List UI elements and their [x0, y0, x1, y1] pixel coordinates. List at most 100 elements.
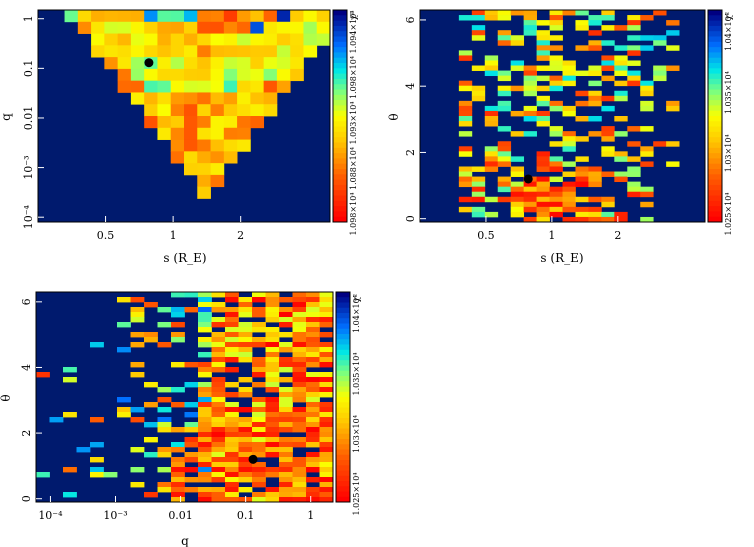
- heatmap-cell: [117, 57, 132, 70]
- heatmap-cell: [265, 492, 280, 498]
- heatmap-cell: [250, 57, 265, 70]
- heatmap-cell: [225, 407, 239, 413]
- heatmap-cell: [265, 402, 280, 408]
- heatmap-cell: [303, 10, 318, 23]
- heatmap-cell: [588, 80, 602, 87]
- heatmap-cell: [549, 105, 563, 112]
- colorbar-segment: [336, 407, 350, 414]
- heatmap-cell: [458, 116, 473, 122]
- heatmap-cell: [316, 10, 331, 23]
- heatmap-cell: [184, 362, 199, 368]
- heatmap-cell: [171, 482, 185, 488]
- colorbar-segment: [708, 68, 722, 75]
- heatmap-cell: [292, 312, 307, 318]
- heatmap-cell: [265, 312, 280, 318]
- heatmap-cell: [292, 332, 307, 338]
- heatmap-cell: [157, 21, 172, 34]
- heatmap-cell: [252, 447, 266, 453]
- heatmap-cell: [306, 417, 320, 423]
- plot-frame: [37, 9, 331, 223]
- heatmap-cell: [198, 327, 212, 333]
- heatmap-cell: [198, 492, 212, 498]
- heatmap-cell: [562, 146, 576, 152]
- heatmap-cell: [292, 377, 307, 383]
- colorbar-tick-label: 1.03×10⁴: [724, 134, 733, 172]
- heatmap-cell: [614, 171, 628, 177]
- heatmap-cell: [198, 297, 212, 303]
- colorbar-segment: [336, 365, 350, 372]
- heatmap-cell: [614, 116, 628, 122]
- colorbar-segment: [333, 31, 347, 37]
- heatmap-cell: [198, 307, 212, 313]
- colorbar-segment: [708, 137, 722, 143]
- heatmap-cell: [319, 447, 334, 453]
- heatmap-cell: [319, 487, 334, 493]
- colorbar-segment: [336, 334, 350, 340]
- heatmap-cell: [225, 412, 239, 418]
- colorbar-segment: [333, 25, 347, 32]
- heatmap-cell: [225, 427, 239, 433]
- heatmap-cell: [497, 141, 512, 147]
- heatmap-cell: [265, 452, 280, 458]
- heatmap-cell: [265, 317, 280, 323]
- heatmap-cell: [306, 457, 320, 463]
- heatmap-cell: [627, 60, 641, 66]
- heatmap-cell: [601, 126, 615, 132]
- heatmap-cell: [601, 105, 615, 112]
- x-tick-label: 1: [307, 509, 314, 522]
- heatmap-cell: [497, 186, 512, 193]
- heatmap-cell: [536, 95, 550, 102]
- heatmap-cell: [588, 30, 602, 36]
- heatmap-cell: [237, 104, 251, 117]
- heatmap-cell: [252, 312, 266, 318]
- heatmap-cell: [157, 387, 172, 393]
- heatmap-cell: [144, 104, 158, 117]
- heatmap-cell: [279, 467, 293, 473]
- heatmap-cell: [210, 116, 225, 129]
- colorbar-segment: [333, 121, 347, 128]
- heatmap-cell: [510, 60, 525, 66]
- heatmap-cell: [306, 337, 320, 343]
- heatmap-cell: [184, 437, 199, 443]
- heatmap-cell: [510, 166, 525, 172]
- y-tick-label: 4: [404, 83, 417, 90]
- heatmap-cell: [497, 105, 512, 112]
- heatmap-cell: [510, 191, 525, 198]
- colorbar-segment: [336, 470, 350, 477]
- heatmap-cell: [250, 21, 265, 34]
- heatmap-cell: [211, 472, 226, 478]
- heatmap-cell: [627, 186, 641, 193]
- heatmap-cell: [562, 186, 576, 193]
- heatmap-cell: [588, 206, 602, 213]
- heatmap-cell: [279, 402, 293, 408]
- heatmap-cell: [614, 25, 628, 31]
- colorbar-segment: [336, 491, 350, 498]
- heatmap-cell: [198, 437, 212, 443]
- heatmap-cell: [198, 497, 212, 503]
- heatmap-cell: [458, 166, 473, 172]
- heatmap-cell: [319, 377, 334, 383]
- heatmap-cell: [601, 15, 615, 21]
- heatmap-cell: [497, 15, 512, 21]
- heatmap-cell: [184, 467, 199, 473]
- heatmap-cell: [225, 332, 239, 338]
- heatmap-cell: [497, 90, 512, 97]
- heatmap-cell: [198, 372, 212, 378]
- heatmap-cell: [36, 372, 50, 378]
- heatmap-cell: [170, 68, 185, 82]
- heatmap-cell: [197, 139, 211, 152]
- heatmap-cell: [77, 10, 92, 23]
- heatmap-cell: [252, 482, 266, 488]
- heatmap-cell: [666, 100, 680, 107]
- heatmap-cell: [484, 116, 499, 122]
- heatmap-cell: [523, 75, 537, 82]
- heatmap-cell: [252, 452, 266, 458]
- heatmap-cell: [292, 322, 307, 328]
- colorbar-segment: [336, 349, 350, 356]
- heatmap-cell: [184, 163, 198, 176]
- heatmap-cell: [210, 151, 225, 164]
- heatmap-cell: [263, 33, 278, 46]
- heatmap-cell: [238, 297, 253, 303]
- colorbar-segment: [708, 142, 722, 149]
- heatmap-cell: [130, 312, 145, 318]
